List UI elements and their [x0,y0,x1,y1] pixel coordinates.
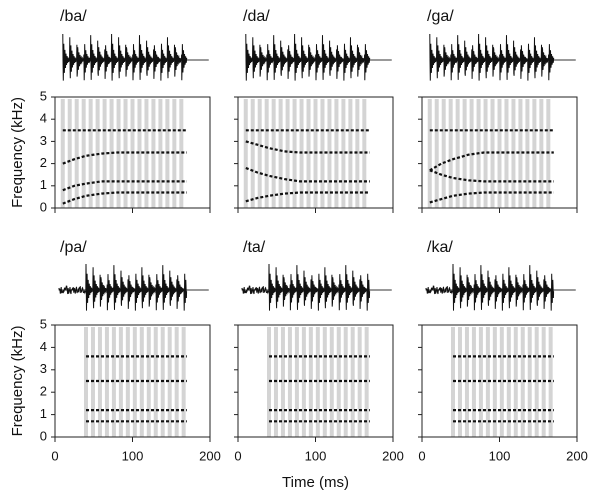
y-tick-label: 0 [40,428,47,443]
striation [497,99,502,208]
striation [74,99,79,208]
striation [462,99,467,208]
striation [499,327,504,437]
x-tick-label: 100 [122,448,144,463]
striation [67,99,72,208]
striation [285,99,290,208]
y-tick-label: 2 [40,384,47,399]
waveform [241,263,371,311]
panel-title: /pa/ [60,239,87,256]
striation [257,99,262,208]
striation [534,327,539,437]
striation [434,99,439,208]
striation [97,327,102,437]
x-tick-label: 100 [305,448,327,463]
waveform [58,263,188,311]
formant-track [429,151,554,172]
striation [132,327,137,437]
striation [306,99,311,208]
striation [327,99,332,208]
striation [350,327,355,437]
panel-title: /ka/ [427,239,453,256]
formant-track [245,191,370,203]
formant-track [245,140,370,154]
panel-title: /ta/ [243,239,266,256]
formant-track [62,180,187,192]
striation [172,99,177,208]
spectrogram-texture [267,327,369,437]
x-tick-label: 0 [418,448,425,463]
striation [88,99,93,208]
striation [448,99,453,208]
y-tick-label: 5 [40,316,47,331]
striation [137,99,142,208]
striation [341,99,346,208]
striation [81,99,86,208]
panel-title: /da/ [243,8,270,25]
waveform [429,33,555,81]
striation [280,327,285,437]
y-tick-label: 0 [40,199,47,214]
striation [518,99,523,208]
waveform [425,263,555,311]
striation [158,99,163,208]
striation [60,99,65,208]
y-tick-label: 4 [40,339,47,354]
x-tick-label: 200 [566,448,588,463]
striation [455,99,460,208]
formant-track [429,169,554,183]
striation [301,327,306,437]
striation [271,99,276,208]
striation [278,99,283,208]
x-tick-label: 0 [51,448,58,463]
striation [292,99,297,208]
striation [118,327,123,437]
striation [167,327,172,437]
striation [153,327,158,437]
y-tick-label: 2 [40,155,47,170]
x-tick-label: 200 [199,448,221,463]
panel-title: /ga/ [427,8,454,25]
panel-title: /ba/ [60,8,87,25]
formant-track [62,151,187,165]
spectrogram-texture [451,327,553,437]
striation [336,327,341,437]
y-tick-label: 1 [40,406,47,421]
formant-track [245,166,370,183]
formant-track [429,191,554,204]
striation [539,99,544,208]
striation [464,327,469,437]
striation [243,99,248,208]
y-axis-label: Frequency (kHz) [9,97,26,208]
y-tick-label: 3 [40,133,47,148]
striation [427,99,432,208]
striation [264,99,269,208]
striation [483,99,488,208]
striation [441,99,446,208]
y-axis-label: Frequency (kHz) [9,326,26,437]
formant-track [62,191,187,205]
y-tick-label: 1 [40,177,47,192]
spectrogram-texture [84,327,186,437]
y-tick-label: 4 [40,111,47,126]
striation [250,99,255,208]
waveform [62,33,188,81]
x-axis-label: Time (ms) [282,474,349,491]
striation [320,99,325,208]
striation [315,327,320,437]
x-tick-label: 100 [489,448,511,463]
striation [520,327,525,437]
waveform [245,33,371,81]
striation [362,99,367,208]
x-tick-label: 200 [382,448,404,463]
x-tick-label: 0 [234,448,241,463]
striation [102,99,107,208]
y-tick-label: 3 [40,361,47,376]
striation [123,99,128,208]
striation [485,327,490,437]
y-tick-label: 5 [40,88,47,103]
